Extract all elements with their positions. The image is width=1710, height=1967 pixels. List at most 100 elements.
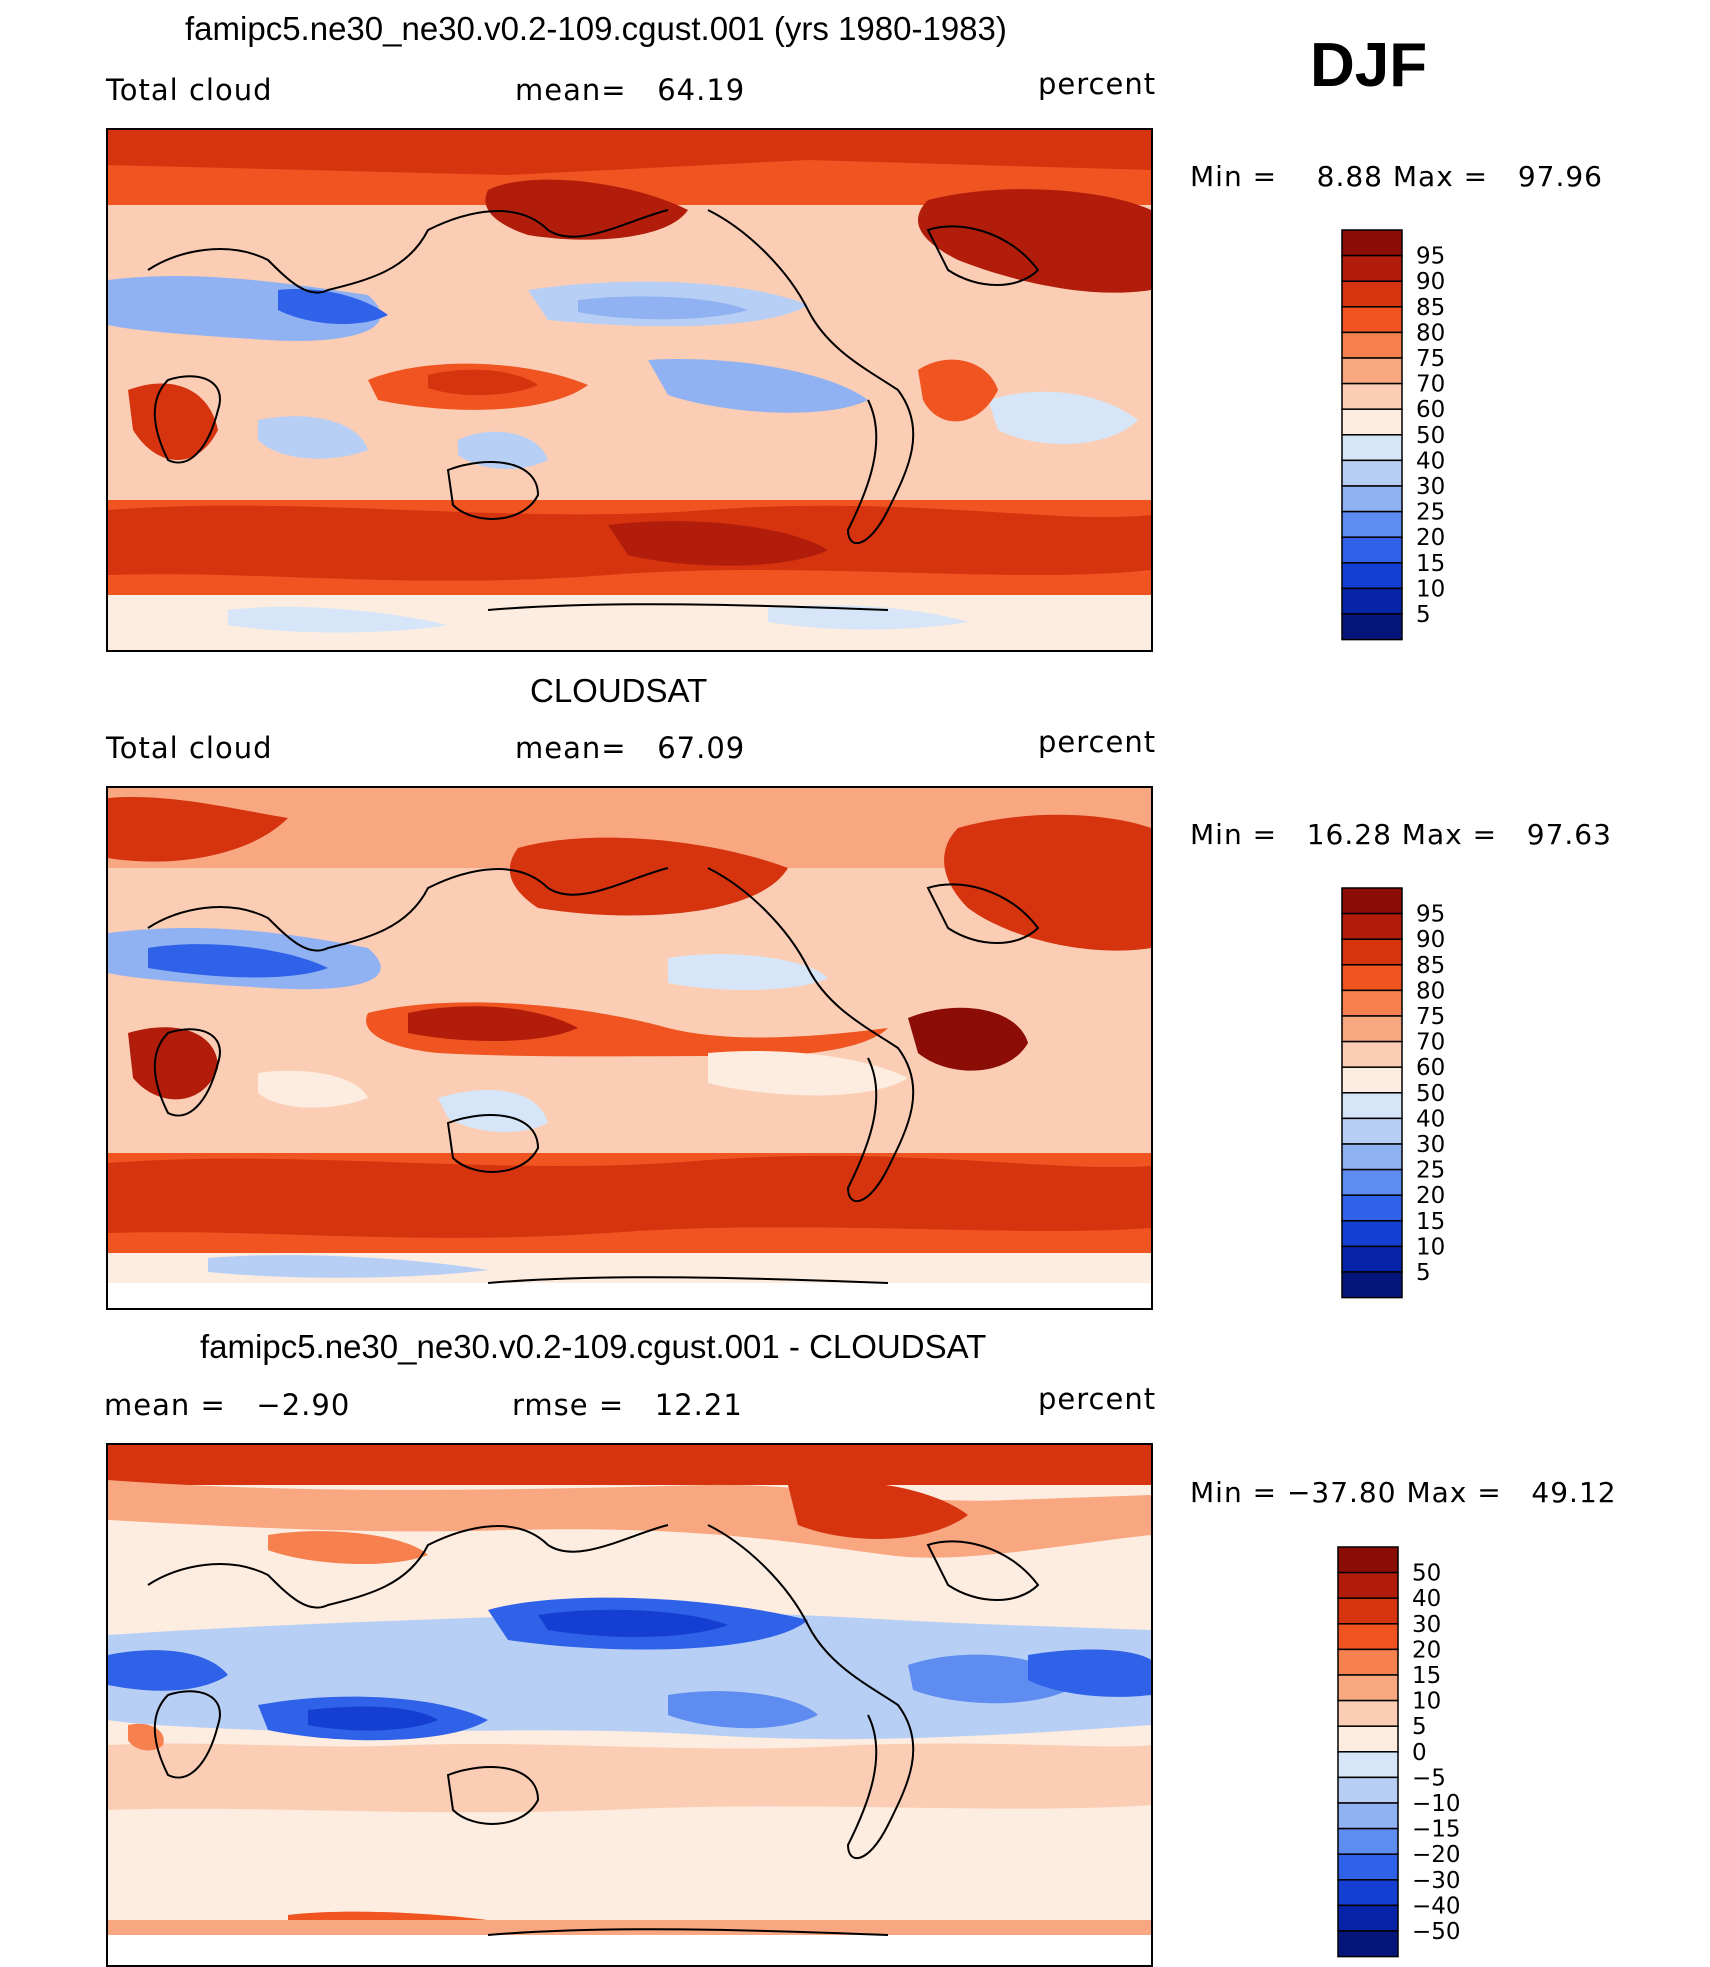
panel-3-map-svg xyxy=(108,1445,1151,1965)
panel-1-variable-label: Total cloud xyxy=(106,73,273,107)
colorbar-swatch xyxy=(1341,1194,1403,1222)
colorbar-tick-label: 25 xyxy=(1416,1158,1445,1184)
colorbar-swatch xyxy=(1341,938,1403,966)
colorbar-swatch xyxy=(1341,1066,1403,1094)
colorbar-tick-label: 5 xyxy=(1416,602,1431,628)
colorbar-swatch xyxy=(1337,1879,1399,1907)
panel-1-colorbar: 95 90 85 80 75 70 60 50 40 30 25 20 15 10 5 xyxy=(1340,228,1490,643)
panel-2-map-svg xyxy=(108,788,1151,1308)
colorbar-tick-label: 40 xyxy=(1416,448,1445,474)
panel-2-minmax: Min = 16.28 Max = 97.63 xyxy=(1190,818,1612,851)
colorbar-swatch xyxy=(1337,1751,1399,1779)
colorbar-swatch xyxy=(1341,964,1403,992)
colorbar-tick-label: 85 xyxy=(1416,953,1445,979)
colorbar-tick-label: 10 xyxy=(1412,1689,1441,1715)
colorbar-tick-label: −40 xyxy=(1412,1893,1461,1919)
panel-3-rmse-label: rmse = 12.21 xyxy=(512,1388,743,1422)
colorbar-swatch xyxy=(1337,1571,1399,1599)
colorbar-swatch xyxy=(1337,1827,1399,1855)
colorbar-tick-label: 70 xyxy=(1416,372,1445,398)
colorbar-tick-label: −5 xyxy=(1412,1765,1446,1791)
colorbar-tick-label: 20 xyxy=(1416,1183,1445,1209)
colorbar-tick-label: −10 xyxy=(1412,1791,1461,1817)
colorbar-tick-label: 50 xyxy=(1416,423,1445,449)
colorbar-tick-label: 10 xyxy=(1416,576,1445,602)
colorbar-tick-label: 95 xyxy=(1416,902,1445,928)
colorbar-swatch xyxy=(1341,1117,1403,1145)
colorbar-tick-label: 90 xyxy=(1416,927,1445,953)
panel-2-colorbar: 95 90 85 80 75 70 60 50 40 30 25 20 15 10 5 xyxy=(1340,886,1490,1301)
panel-1-units-label: percent xyxy=(1038,67,1157,101)
colorbar-tick-label: −15 xyxy=(1412,1817,1461,1843)
colorbar-tick-label: 15 xyxy=(1416,551,1445,577)
colorbar-swatch xyxy=(1341,1015,1403,1043)
panel-1-minmax: Min = 8.88 Max = 97.96 xyxy=(1190,160,1603,193)
colorbar-swatch xyxy=(1341,587,1403,615)
panel-2-units-label: percent xyxy=(1038,725,1157,759)
panel-3-colorbar: 50 40 30 20 15 10 5 0 −5 −10 −15 −20 −30 −40 −50 xyxy=(1336,1545,1496,1960)
colorbar-swatch xyxy=(1341,912,1403,940)
colorbar-swatch xyxy=(1337,1699,1399,1727)
panel-3-units-label: percent xyxy=(1038,1382,1157,1416)
panel-1-title: famipc5.ne30_ne30.v0.2-109.cgust.001 (yr… xyxy=(185,10,1007,47)
colorbar-swatch xyxy=(1341,254,1403,282)
colorbar-tick-label: 75 xyxy=(1416,346,1445,372)
panel-2-map xyxy=(106,786,1153,1310)
colorbar-swatch xyxy=(1337,1648,1399,1676)
colorbar-swatch xyxy=(1341,1092,1403,1120)
colorbar-swatch xyxy=(1341,989,1403,1017)
colorbar-swatch xyxy=(1341,331,1403,359)
panel-1-map-svg xyxy=(108,130,1151,650)
colorbar-swatch xyxy=(1341,408,1403,436)
panel-1-mean-label: mean= 64.19 xyxy=(515,73,746,107)
panel-3-minmax: Min = −37.80 Max = 49.12 xyxy=(1190,1476,1617,1509)
colorbar-swatch xyxy=(1341,229,1403,257)
colorbar-tick-label: 25 xyxy=(1416,500,1445,526)
colorbar-tick-label: 60 xyxy=(1416,1055,1445,1081)
panel-3-mean-label: mean = −2.90 xyxy=(104,1388,351,1422)
panel-2-coastlines xyxy=(147,867,1040,1284)
panel-2-variable-label: Total cloud xyxy=(106,731,273,765)
colorbar-tick-label: 50 xyxy=(1412,1561,1441,1587)
colorbar-tick-label: 70 xyxy=(1416,1030,1445,1056)
colorbar-tick-label: 30 xyxy=(1416,1132,1445,1158)
colorbar-tick-label: 20 xyxy=(1416,525,1445,551)
colorbar-tick-label: 95 xyxy=(1416,244,1445,270)
colorbar-swatch xyxy=(1341,562,1403,590)
panel-1-coastlines xyxy=(147,209,1040,611)
colorbar-swatch xyxy=(1337,1725,1399,1753)
colorbar-swatch xyxy=(1337,1546,1399,1574)
colorbar-swatch xyxy=(1341,357,1403,385)
panel-2-mean-label: mean= 67.09 xyxy=(515,731,746,765)
colorbar-tick-label: 20 xyxy=(1412,1637,1441,1663)
season-label: DJF xyxy=(1310,31,1428,100)
colorbar-swatch xyxy=(1337,1904,1399,1932)
colorbar-tick-label: 40 xyxy=(1412,1586,1441,1612)
colorbar-tick-label: 5 xyxy=(1416,1260,1431,1286)
colorbar-swatch xyxy=(1341,1168,1403,1196)
colorbar-swatch xyxy=(1341,459,1403,487)
colorbar-swatch xyxy=(1341,1040,1403,1068)
colorbar-swatch xyxy=(1337,1597,1399,1625)
colorbar-tick-label: 10 xyxy=(1416,1234,1445,1260)
colorbar-tick-label: 0 xyxy=(1412,1740,1427,1766)
panel-1-map xyxy=(106,128,1153,652)
colorbar-swatch xyxy=(1341,613,1403,641)
colorbar-swatch xyxy=(1337,1802,1399,1830)
colorbar-swatch xyxy=(1341,1245,1403,1273)
colorbar-tick-label: −20 xyxy=(1412,1842,1461,1868)
colorbar-swatch xyxy=(1341,434,1403,462)
colorbar-swatch xyxy=(1341,306,1403,334)
colorbar-tick-label: 85 xyxy=(1416,295,1445,321)
colorbar-tick-label: 15 xyxy=(1416,1209,1445,1235)
colorbar-tick-label: 40 xyxy=(1416,1106,1445,1132)
colorbar-swatch xyxy=(1341,887,1403,915)
colorbar-tick-label: 30 xyxy=(1416,474,1445,500)
colorbar-tick-label: 30 xyxy=(1412,1612,1441,1638)
panel-3-map xyxy=(106,1443,1153,1967)
colorbar-swatch xyxy=(1341,1220,1403,1248)
colorbar-tick-label: 90 xyxy=(1416,269,1445,295)
